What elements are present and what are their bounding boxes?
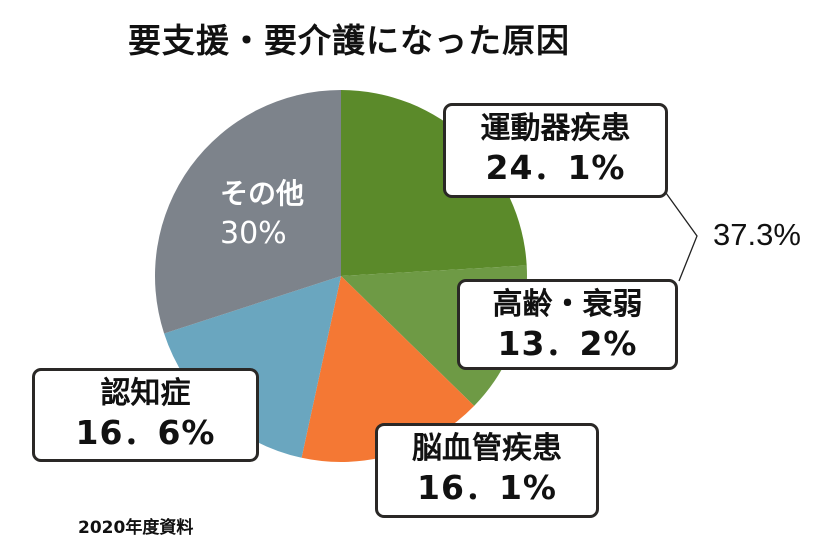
label-value: 13．2% (497, 324, 638, 363)
label-cerebrovascular: 脳血管疾患 16．1% (375, 423, 599, 518)
label-other: その他 30% (220, 176, 304, 256)
bracket-line (665, 192, 698, 282)
label-musculoskeletal: 運動器疾患 24．1% (443, 103, 668, 198)
label-dementia: 認知症 16．6% (32, 368, 259, 462)
slice-cerebrovascular (301, 276, 475, 462)
label-name: 運動器疾患 (480, 111, 631, 146)
label-frailty: 高齢・衰弱 13．2% (457, 279, 678, 370)
slice-dementia (164, 276, 341, 458)
label-name: 認知症 (100, 376, 191, 411)
slice-musculoskeletal (341, 90, 527, 276)
label-value: 16．6% (75, 413, 216, 452)
bracket-total-label: 37.3% (713, 217, 801, 252)
label-name: その他 (220, 177, 305, 210)
label-value: 16．1% (417, 468, 557, 507)
label-name: 高齢・衰弱 (492, 287, 643, 322)
chart-title: 要支援・要介護になった原因 (128, 21, 570, 60)
source-note: 2020年度資料 (78, 518, 194, 538)
label-name: 脳血管疾患 (412, 431, 562, 466)
label-value: 24．1% (485, 148, 626, 187)
label-value: 30% (220, 216, 287, 251)
slice-other (154, 89, 341, 334)
